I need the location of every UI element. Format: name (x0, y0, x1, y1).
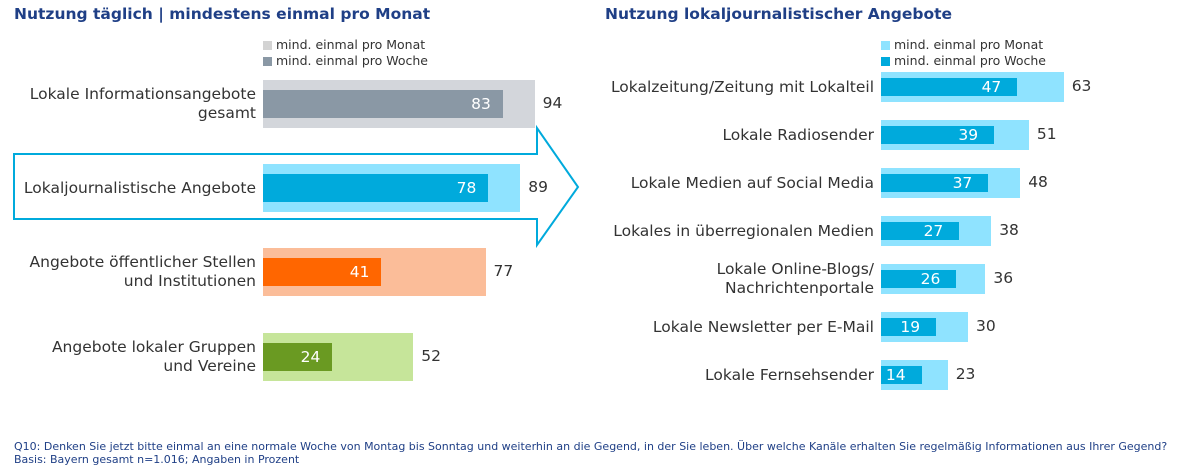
bar-weekly: 47 (881, 78, 1018, 96)
bar-weekly: 27 (881, 222, 960, 240)
legend-swatch-weekly (881, 57, 890, 66)
value-label-weekly: 41 (349, 263, 370, 281)
value-label-monthly: 63 (1071, 77, 1092, 95)
legend-label-weekly: mind. einmal pro Woche (276, 53, 429, 68)
value-label-weekly: 47 (981, 78, 1002, 96)
category-label: Lokalzeitung/Zeitung mit Lokalteil (610, 77, 874, 96)
bar-weekly: 83 (263, 90, 503, 118)
bar-weekly: 24 (263, 343, 333, 371)
legend-label-weekly: mind. einmal pro Woche (894, 53, 1047, 68)
category-label: Angebote öffentlicher Stellen und Institu… (29, 253, 256, 290)
value-label-weekly: 14 (885, 366, 906, 384)
value-label-monthly: 94 (542, 94, 563, 112)
bar-weekly: 19 (881, 318, 937, 336)
footnote-question: Q10: Denken Sie jetzt bitte einmal an ei… (14, 440, 1168, 453)
value-label-monthly: 38 (999, 221, 1019, 239)
footnote-basis: Basis: Bayern gesamt n=1.016; Angaben in… (14, 453, 300, 466)
legend-swatch-monthly (881, 41, 890, 50)
bar-weekly: 26 (881, 270, 957, 288)
value-label-monthly: 77 (493, 262, 514, 280)
legend-swatch-weekly (263, 57, 272, 66)
value-label-weekly: 19 (900, 318, 921, 336)
value-label-monthly: 48 (1028, 173, 1048, 191)
right-chart-title: Nutzung lokaljournalistischer Angebote (605, 5, 953, 23)
value-label-monthly: 89 (528, 178, 548, 196)
legend-label-monthly: mind. einmal pro Monat (894, 37, 1044, 52)
category-label: Lokale Radiosender (722, 125, 874, 144)
legend-label-monthly: mind. einmal pro Monat (276, 37, 426, 52)
bar-weekly: 39 (881, 126, 995, 144)
value-label-weekly: 24 (300, 348, 321, 366)
value-label-weekly: 27 (923, 222, 944, 240)
category-label: Lokale Medien auf Social Media (630, 173, 874, 192)
value-label-monthly: 23 (955, 365, 976, 383)
category-label: Lokaljournalistische Angebote (23, 178, 256, 197)
category-label: Lokale Online-Blogs/Nachrichtenportale (716, 260, 874, 297)
legend-swatch-monthly (263, 41, 272, 50)
left-legend: mind. einmal pro Monat mind. einmal pro … (263, 37, 463, 71)
right-legend: mind. einmal pro Monat mind. einmal pro … (881, 37, 1081, 71)
value-label-monthly: 36 (993, 269, 1014, 287)
value-label-weekly: 26 (920, 270, 941, 288)
category-label: Lokale Fernsehsender (705, 365, 874, 384)
value-label-weekly: 78 (456, 179, 477, 197)
value-label-monthly: 30 (976, 317, 996, 335)
bar-weekly: 78 (263, 174, 489, 202)
bar-weekly: 14 (881, 366, 922, 384)
value-label-weekly: 39 (958, 126, 979, 144)
value-label-monthly: 51 (1036, 125, 1057, 143)
bar-weekly: 37 (881, 174, 989, 192)
category-label: Angebote lokaler Gruppen und Vereine (51, 338, 256, 375)
category-label: Lokale Newsletter per E-Mail (652, 317, 874, 336)
category-label: Lokales in überregionalen Medien (613, 221, 874, 240)
value-label-weekly: 83 (471, 95, 491, 113)
category-label: Lokale Informationsangebote gesamt (29, 85, 256, 122)
left-chart-title: Nutzung täglich | mindestens einmal pro … (14, 5, 431, 23)
bar-weekly: 41 (263, 258, 382, 286)
value-label-monthly: 52 (421, 347, 441, 365)
value-label-weekly: 37 (952, 174, 973, 192)
